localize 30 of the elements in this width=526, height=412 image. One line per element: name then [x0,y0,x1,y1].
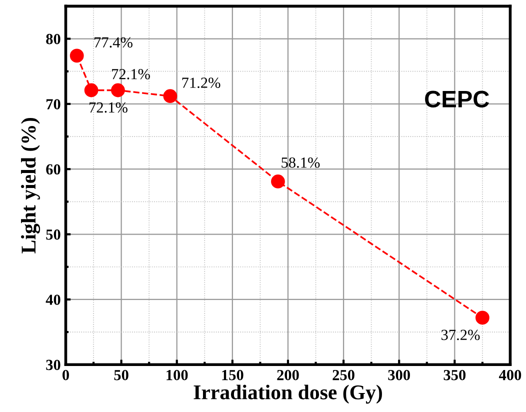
x-tick-label: 200 [277,370,299,380]
x-tick-label: 100 [166,370,188,380]
data-label: 77.4% [94,37,132,48]
point [84,83,98,98]
x-tick-label: 250 [332,370,354,380]
y-tick-label: 30 [46,360,60,370]
point [111,83,125,98]
x-tick-label: 350 [444,370,466,380]
point [271,174,285,188]
x-axis-title: Irradiation dose (Gy) [194,384,382,404]
data-label: 37.2% [442,330,480,340]
x-tick-label: 300 [388,370,410,380]
y-tick-label: 70 [46,99,60,110]
y-tick-label: 50 [46,229,60,240]
y-tick-label: 60 [46,164,60,175]
point [70,48,84,63]
annotation: CEPC [425,90,490,108]
point [163,89,178,104]
x-tick-label: 0 [62,370,69,380]
y-axis-title: Light yield (%) [21,118,40,254]
data-label: 71.2% [182,78,220,88]
data-label: 58.1% [282,157,320,168]
y-tick-label: 80 [46,34,60,44]
x-tick-label: 50 [114,370,128,380]
x-tick-label: 150 [222,370,244,380]
data-label: 72.1% [112,68,150,80]
y-tick-label: 40 [46,294,60,305]
data-label: 72.1% [90,102,128,113]
point [475,310,490,325]
x-tick-label: 400 [498,370,522,380]
